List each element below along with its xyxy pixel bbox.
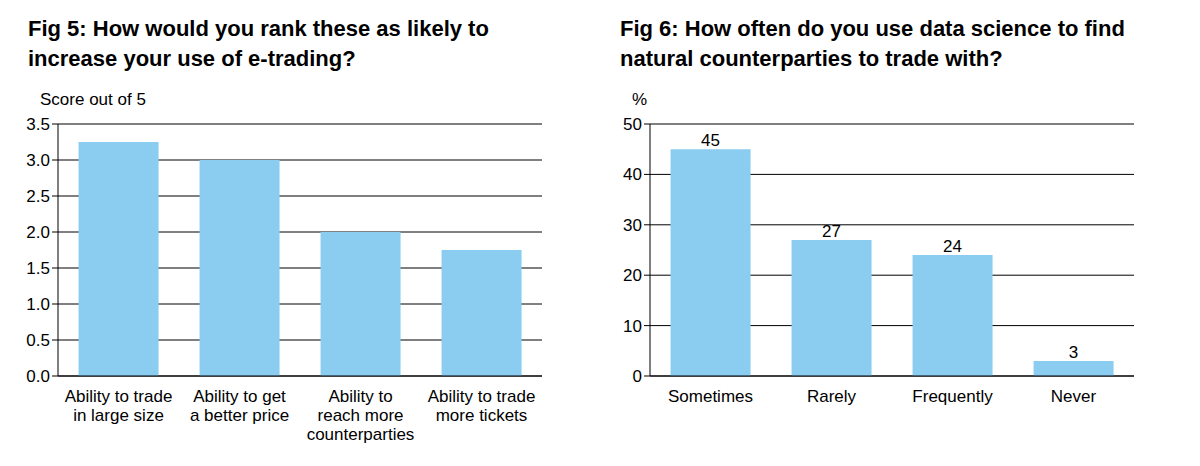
svg-text:Ability to tradein large size: Ability to tradein large size	[65, 387, 173, 425]
svg-text:10: 10	[623, 317, 642, 336]
svg-text:Never: Never	[1051, 387, 1097, 406]
svg-text:Ability toreach morecounterpar: Ability toreach morecounterparties	[307, 387, 415, 444]
svg-text:45: 45	[701, 131, 720, 150]
svg-text:2.0: 2.0	[26, 223, 50, 242]
svg-text:1.5: 1.5	[26, 259, 50, 278]
svg-text:30: 30	[623, 216, 642, 235]
svg-text:3: 3	[1069, 343, 1078, 362]
svg-text:40: 40	[623, 165, 642, 184]
svg-text:2.5: 2.5	[26, 187, 50, 206]
svg-text:20: 20	[623, 266, 642, 285]
svg-text:3.0: 3.0	[26, 151, 50, 170]
svg-text:Frequently: Frequently	[912, 387, 993, 406]
html-text:Fig 6: How often do you use da: Fig 6: How often do you use data science…	[620, 16, 1125, 71]
svg-text:Ability to trademore tickets: Ability to trademore tickets	[428, 387, 536, 425]
svg-text:0.5: 0.5	[26, 331, 50, 350]
svg-text:0.0: 0.0	[26, 367, 50, 386]
svg-text:50: 50	[623, 115, 642, 134]
svg-text:Rarely: Rarely	[807, 387, 857, 406]
html-text:Score out of 5: Score out of 5	[40, 90, 146, 109]
html-text:Fig 5: How would you rank thes: Fig 5: How would you rank these as likel…	[28, 16, 489, 71]
svg-text:3.5: 3.5	[26, 115, 50, 134]
svg-text:1.0: 1.0	[26, 295, 50, 314]
svg-text:24: 24	[943, 237, 962, 256]
svg-text:0: 0	[633, 367, 642, 386]
svg-text:Sometimes: Sometimes	[668, 387, 753, 406]
svg-text:Ability to geta better price: Ability to geta better price	[190, 387, 289, 425]
svg-text:27: 27	[822, 222, 841, 241]
